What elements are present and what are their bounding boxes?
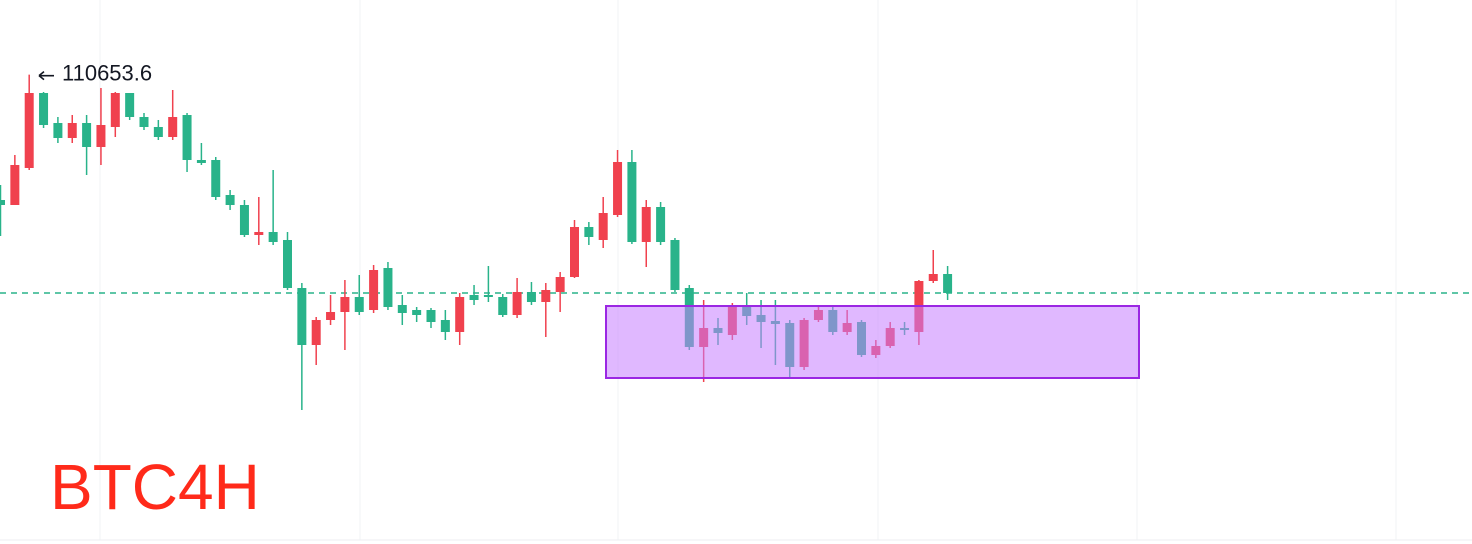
candle-body — [182, 115, 192, 160]
candle-body — [455, 297, 465, 332]
candle-body — [570, 227, 579, 277]
candle-body — [340, 297, 350, 312]
candle-body — [67, 123, 77, 138]
chart-title: BTC4H — [50, 451, 260, 523]
candle-body — [426, 310, 436, 322]
candle-body — [598, 213, 608, 240]
candle-body — [225, 195, 235, 205]
candle-body — [24, 93, 34, 168]
candle-body — [627, 162, 637, 242]
candle-body — [656, 207, 666, 242]
candle-body — [469, 295, 479, 300]
candle-body — [483, 295, 493, 297]
candle-body — [139, 117, 149, 127]
candle-body — [10, 165, 20, 205]
candle-body — [943, 274, 953, 293]
price-zone — [605, 305, 1140, 379]
candle-body — [369, 270, 379, 310]
candle-body — [254, 232, 264, 235]
candle-body — [440, 320, 450, 332]
candle-body — [82, 123, 92, 147]
candle-body — [311, 320, 321, 345]
candle-body — [211, 160, 221, 197]
candle-body — [53, 123, 63, 138]
candle-body — [0, 200, 5, 205]
candle-body — [498, 297, 508, 315]
candle-body — [96, 125, 106, 147]
candle-body — [670, 240, 680, 290]
candle-body — [512, 292, 522, 315]
candle-body — [526, 292, 536, 302]
candle-body — [326, 312, 336, 320]
candle-body — [412, 310, 422, 315]
candle-body — [125, 93, 135, 117]
candle-body — [383, 268, 393, 307]
candle-body — [641, 207, 651, 242]
candle-body — [110, 93, 120, 127]
high-arrow — [38, 71, 54, 81]
candle-body — [196, 160, 206, 163]
candle-body — [168, 117, 178, 137]
candle-body — [928, 274, 938, 281]
candle-body — [239, 205, 249, 235]
candle-body — [584, 227, 594, 237]
candle-body — [283, 240, 292, 288]
candle-body — [39, 93, 49, 125]
candle-body — [541, 290, 551, 302]
candle-body — [354, 297, 364, 312]
candle-body — [613, 162, 623, 215]
candle-body — [268, 232, 278, 242]
high-label: 110653.6 — [62, 60, 152, 85]
candle-body — [297, 288, 307, 345]
candle-body — [397, 305, 407, 313]
candle-body — [555, 277, 565, 292]
candle-body — [153, 127, 163, 137]
